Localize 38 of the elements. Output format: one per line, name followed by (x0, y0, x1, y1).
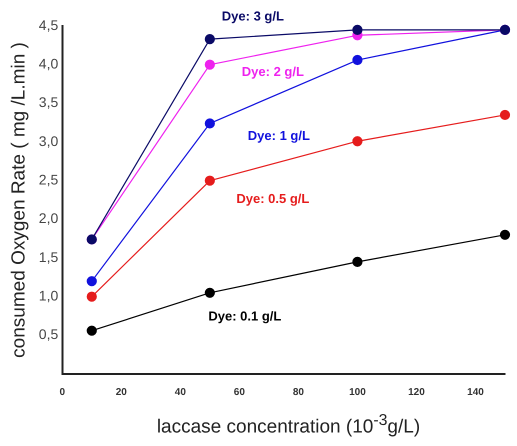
point (352, 54, 363, 66)
x-tick-label: 40 (174, 386, 186, 398)
y-tick-label: 1,0 (38, 288, 58, 304)
point (500, 110, 510, 120)
y-tick-label: 1,5 (38, 248, 58, 265)
y-axis-title: consumed Oxygen Rate ( mg /L.min ) (8, 42, 30, 358)
x-tick-label: 80 (292, 386, 304, 398)
point (204, 118, 215, 129)
point (352, 256, 363, 267)
point (500, 230, 510, 240)
x-tick-label: 140 (467, 386, 484, 398)
point (204, 288, 215, 298)
y-tick-label: 2,5 (38, 172, 58, 188)
x-tick-label: 120 (408, 386, 426, 398)
series-label: Dye: 3 g/L (222, 8, 284, 24)
point (86, 292, 97, 302)
point (86, 276, 97, 286)
y-tick-label: 4,5 (38, 16, 58, 33)
y-tick-label: 2,0 (38, 210, 58, 226)
x-tick-label: 60 (234, 386, 246, 398)
point (204, 60, 215, 70)
y-tick-label: 3,5 (38, 94, 58, 110)
y-tick-label: 3,0 (38, 132, 58, 149)
point (204, 176, 215, 186)
y-tick-label: 4,0 (38, 56, 58, 72)
y-tick-label: 0,5 (38, 326, 58, 342)
x-tick-label: 0 (59, 386, 66, 398)
series-label: Dye: 0.1 g/L (208, 308, 282, 324)
series-label: Dye: 2 g/L (242, 64, 304, 80)
x-axis-title: laccase concentration (10$^{-3}$g/L) (156, 412, 422, 438)
point (352, 136, 363, 146)
x-tick-label: 100 (349, 386, 366, 398)
x-tick-label: 20 (116, 386, 128, 398)
point (204, 34, 215, 44)
series-label: Dye: 0.5 g/L (236, 191, 310, 206)
point (86, 326, 97, 336)
series-label: Dye: 1 g/L (248, 128, 310, 144)
point (352, 24, 363, 35)
